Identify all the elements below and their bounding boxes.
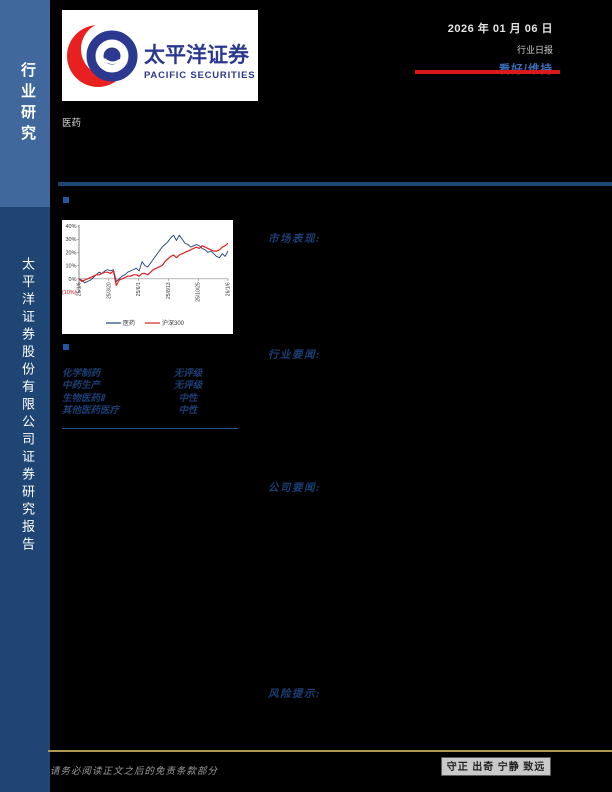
x-tick-label: 26/1/6: [226, 282, 232, 296]
table-row: 中药生产 无评级: [62, 380, 238, 392]
y-tick-label: 10%: [65, 264, 76, 270]
sidebar-top: 行业研究: [0, 0, 50, 207]
x-tick-label: 25/6/1: [136, 282, 142, 296]
x-tick-label: 25/3/20: [106, 282, 112, 299]
sub-industry-rating: 中性: [178, 393, 198, 404]
series-医药: [78, 234, 229, 284]
sidebar-bottom: 太平洋证券股份有限公司证券研究报告: [0, 207, 50, 792]
industry-name: 医药: [62, 118, 82, 129]
y-tick-label: (10%): [62, 290, 77, 296]
rating-underline: [415, 70, 560, 74]
footer-motto: 守正 出奇 宁静 致远: [441, 757, 551, 776]
x-tick-label: 25/8/13: [166, 282, 172, 299]
report-type: 行业日报: [516, 45, 553, 55]
sub-industry-rating: 无评级: [173, 381, 203, 392]
section-label-market: 市场表现:: [268, 234, 321, 245]
footer-disclaimer: 请务必阅读正文之后的免责条款部分: [50, 767, 219, 777]
section-marker-icon: [63, 197, 69, 203]
logo-cn-text: 太平洋证券: [144, 43, 250, 67]
company-logo: 太平洋证券 PACIFIC SECURITIES: [62, 10, 258, 101]
table-row: 生物医药Ⅱ 中性: [62, 393, 238, 405]
sub-rating-table: 化学制药 无评级 中药生产 无评级 生物医药Ⅱ 中性 其他医药医疗 中性: [62, 368, 238, 418]
sidebar-company-label: 太平洋证券股份有限公司证券研究报告: [20, 257, 35, 555]
sub-industry-name: 中药生产: [62, 381, 101, 392]
series-沪深300: [78, 242, 229, 287]
report-date: 2026 年 01 月 06 日: [447, 23, 553, 35]
table-underline: [62, 428, 238, 429]
table-row: 化学制药 无评级: [62, 368, 238, 380]
sub-industry-name: 生物医药Ⅱ: [62, 393, 105, 404]
section-label-company-news: 公司要闻:: [268, 483, 321, 494]
table-row: 其他医药医疗 中性: [62, 405, 238, 417]
industry-rating: 看好/维持: [292, 61, 553, 77]
legend-label: 沪深300: [162, 319, 185, 327]
sub-industry-rating: 无评级: [173, 369, 203, 379]
section-marker-icon: [63, 344, 69, 350]
section-label-industry-news: 行业要闻:: [268, 350, 321, 361]
y-tick-label: 0%: [69, 277, 77, 283]
header-meta: 2026 年 01 月 06 日 行业日报 看好/维持: [292, 20, 553, 77]
y-tick-label: 20%: [65, 250, 76, 256]
header-divider: [58, 182, 612, 186]
x-tick-label: 25/1/6: [77, 282, 83, 296]
section-label-risk: 风险提示:: [268, 689, 321, 700]
line-chart: 40% 30% 20% 10% 0% (10%) 25/1/6 25/3/20 25/6/1 25…: [62, 224, 232, 327]
y-tick-label: 30%: [65, 237, 76, 243]
sidebar-category-label: 行业研究: [19, 62, 35, 146]
sub-industry-name: 化学制药: [62, 369, 101, 379]
footer-divider: [48, 750, 612, 752]
legend-label: 医药: [123, 319, 135, 327]
logo-en-text: PACIFIC SECURITIES: [144, 70, 255, 81]
pacific-securities-logo-icon: 太平洋证券 PACIFIC SECURITIES: [67, 22, 255, 87]
y-tick-label: 40%: [65, 224, 76, 230]
x-tick-label: 25/10/25: [196, 282, 202, 302]
sub-industry-rating: 中性: [178, 406, 198, 417]
sub-industry-name: 其他医药医疗: [62, 406, 120, 417]
performance-chart: 40% 30% 20% 10% 0% (10%) 25/1/6 25/3/20 25/6/1 25…: [62, 220, 233, 334]
